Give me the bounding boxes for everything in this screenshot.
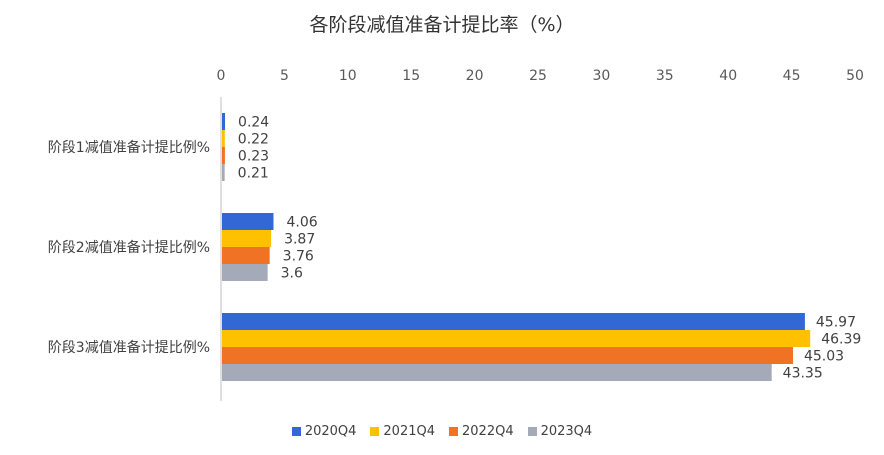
legend-label: 2023Q4 xyxy=(540,424,593,439)
legend-item: 2020Q4 xyxy=(291,424,357,439)
data-label: 0.22 xyxy=(238,132,269,148)
data-label: 0.24 xyxy=(238,115,269,131)
data-label: 45.97 xyxy=(816,315,856,331)
bar xyxy=(222,113,226,130)
bar xyxy=(222,364,772,381)
data-label: 3.6 xyxy=(281,266,303,282)
bar xyxy=(222,213,274,230)
x-tick-label: 5 xyxy=(280,68,289,84)
x-tick-label: 45 xyxy=(783,68,801,84)
legend-item: 2023Q4 xyxy=(527,424,593,439)
bar xyxy=(222,164,225,181)
x-tick-label: 20 xyxy=(466,68,484,84)
x-tick-label: 15 xyxy=(402,68,420,84)
bar xyxy=(222,230,272,247)
data-label: 0.21 xyxy=(238,166,269,182)
legend-swatch xyxy=(449,427,458,436)
bar xyxy=(222,247,270,264)
legend-swatch xyxy=(527,427,537,436)
bar-chart: 0 5 10 15 20 25 30 35 40 45 50 阶段1减值准备计提比例% 阶段2减值准备计… xyxy=(48,68,864,401)
legend-label: 2022Q4 xyxy=(462,424,514,439)
bar xyxy=(222,147,225,164)
bar xyxy=(222,313,805,330)
legend-label: 2020Q4 xyxy=(304,424,357,439)
data-label: 4.06 xyxy=(286,215,317,231)
data-label: 46.39 xyxy=(821,332,861,348)
category-label: 阶段2减值准备计提比例% xyxy=(48,239,210,256)
legend-label: 2021Q4 xyxy=(383,424,435,439)
legend: 2020Q4 2021Q4 2022Q4 2023Q4 xyxy=(0,424,884,439)
bar xyxy=(222,264,268,281)
data-label: 45.03 xyxy=(804,349,844,365)
legend-swatch xyxy=(370,427,380,436)
x-tick-label: 40 xyxy=(719,68,737,84)
bar xyxy=(222,330,811,347)
data-label: 43.35 xyxy=(783,366,823,382)
x-tick-label: 25 xyxy=(529,68,547,84)
x-tick-label: 50 xyxy=(846,68,864,84)
data-label: 3.87 xyxy=(284,232,315,248)
category-label: 阶段3减值准备计提比例% xyxy=(48,339,210,356)
legend-swatch xyxy=(291,427,301,436)
data-label: 0.23 xyxy=(238,149,269,165)
bar xyxy=(222,347,793,364)
bar xyxy=(222,130,225,147)
legend-item: 2021Q4 xyxy=(370,424,435,439)
x-tick-label: 0 xyxy=(217,68,226,84)
category-label: 阶段1减值准备计提比例% xyxy=(48,139,210,156)
chart-title: 各阶段减值准备计提比率（%） xyxy=(309,14,575,36)
data-label: 3.76 xyxy=(283,249,314,265)
x-tick-label: 35 xyxy=(656,68,674,84)
x-tick-label: 30 xyxy=(592,68,610,84)
x-tick-label: 10 xyxy=(339,68,357,84)
legend-item: 2022Q4 xyxy=(449,424,514,439)
